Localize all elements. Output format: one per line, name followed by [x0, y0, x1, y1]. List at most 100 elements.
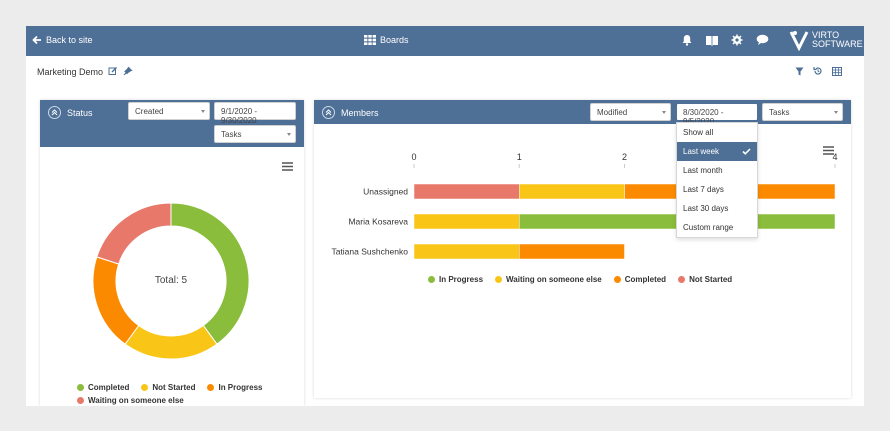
legend-label: In Progress — [218, 383, 263, 392]
donut-total-label: Total: 5 — [154, 275, 188, 286]
category-label: Maria Kosareva — [348, 217, 408, 227]
back-to-site-link[interactable]: Back to site — [32, 35, 93, 45]
app-window: Back to site Boards VIRTO SOFTWARE Mark — [26, 26, 864, 406]
x-tick-label: 0 — [411, 152, 416, 162]
legend-item[interactable]: Completed — [77, 383, 129, 392]
dropdown-option-last-month[interactable]: Last month — [677, 161, 757, 180]
x-tick-label: 2 — [622, 152, 627, 162]
legend-label: Completed — [624, 275, 667, 284]
x-tick-label: 4 — [832, 152, 837, 162]
item-type-select[interactable]: Tasks — [214, 125, 296, 143]
option-label: Last 7 days — [683, 185, 724, 194]
board-header: Marketing Demo — [26, 56, 864, 88]
donut-slice[interactable] — [96, 202, 172, 265]
x-tick-label: 1 — [517, 152, 522, 162]
bar-segment[interactable] — [519, 183, 625, 200]
date-type-select[interactable]: Created — [128, 102, 210, 120]
bar-segment[interactable] — [413, 243, 520, 260]
history-icon[interactable] — [813, 66, 823, 76]
donut-slice[interactable] — [92, 256, 140, 345]
arrow-left-icon — [32, 35, 41, 45]
legend-item[interactable]: Not Started — [141, 383, 195, 392]
legend-item[interactable]: Not Started — [678, 275, 732, 284]
members-panel-header: Members Modified 8/30/2020 - 9/5/2020 Ta… — [314, 100, 851, 126]
board-title: Marketing Demo — [37, 67, 104, 77]
hamburger-icon[interactable] — [282, 162, 293, 173]
hamburger-icon[interactable] — [823, 146, 834, 157]
members-panel-title: Members — [341, 107, 379, 118]
dropdown-option-show-all[interactable]: Show all — [677, 123, 757, 142]
legend-swatch — [141, 384, 149, 391]
chat-icon[interactable] — [755, 33, 769, 47]
bar-segment[interactable] — [413, 183, 520, 200]
date-range-select[interactable]: 9/1/2020 - 9/30/2020 — [214, 102, 296, 125]
date-type-value: Created — [135, 107, 164, 116]
legend-swatch — [428, 276, 435, 283]
date-range-select[interactable]: 8/30/2020 - 9/5/2020 — [676, 103, 758, 126]
boards-button[interactable]: Boards — [364, 35, 409, 45]
edit-icon[interactable] — [108, 66, 118, 76]
option-label: Custom range — [683, 223, 734, 232]
legend-swatch — [77, 397, 84, 404]
legend-swatch — [678, 276, 686, 283]
donut-slice[interactable] — [170, 202, 250, 345]
legend-label: Waiting on someone else — [88, 396, 184, 405]
status-panel-title: Status — [67, 107, 93, 118]
gear-icon[interactable] — [730, 33, 744, 47]
logo-line-2: SOFTWARE — [812, 39, 863, 49]
back-to-site-label: Back to site — [46, 35, 93, 45]
logo-line-1: VIRTO — [812, 30, 840, 40]
status-donut-chart — [92, 202, 250, 360]
filter-icon[interactable] — [794, 66, 804, 76]
legend-label: Not Started — [152, 383, 196, 392]
status-legend: Completed Not Started In Progress Waitin… — [77, 383, 277, 405]
item-type-value: Tasks — [769, 108, 790, 117]
virto-logo: VIRTO SOFTWARE — [789, 29, 863, 51]
legend-item[interactable]: Completed — [613, 275, 667, 284]
option-label: Last month — [683, 166, 723, 175]
option-label: Last week — [683, 147, 720, 156]
members-panel: Members Modified 8/30/2020 - 9/5/2020 Ta… — [314, 100, 851, 398]
date-range-value: 9/1/2020 - 9/30/2020 — [221, 107, 258, 125]
bar-segment[interactable] — [413, 213, 520, 230]
boards-label: Boards — [380, 35, 409, 45]
members-legend: In Progress Waiting on someone else Comp… — [428, 275, 828, 284]
dropdown-option-last-30-days[interactable]: Last 30 days — [677, 199, 757, 218]
checkmark-icon — [742, 148, 751, 155]
option-label: Show all — [683, 128, 714, 137]
legend-item[interactable]: In Progress — [428, 275, 483, 284]
dropdown-option-custom-range[interactable]: Custom range — [677, 218, 757, 237]
grid-icon — [364, 35, 376, 45]
status-panel: Status Created 9/1/2020 - 9/30/2020 Task… — [40, 100, 304, 406]
book-icon[interactable] — [705, 33, 719, 47]
dropdown-option-last-7-days[interactable]: Last 7 days — [677, 180, 757, 199]
legend-label: Completed — [88, 383, 130, 392]
bar-segment[interactable] — [519, 243, 625, 260]
date-range-dropdown: Show all Last week Last month Last 7 day… — [676, 122, 758, 238]
donut-slice[interactable] — [124, 324, 218, 360]
table-icon[interactable] — [832, 66, 842, 76]
legend-label: Not Started — [689, 275, 733, 284]
collapse-icon[interactable] — [322, 106, 335, 119]
legend-swatch — [207, 384, 215, 391]
option-label: Last 30 days — [683, 204, 729, 213]
virto-logo-icon — [789, 31, 809, 51]
pin-icon[interactable] — [123, 66, 133, 76]
legend-swatch — [613, 276, 621, 283]
dropdown-option-last-week[interactable]: Last week — [677, 142, 757, 161]
category-label: Unassigned — [363, 187, 408, 197]
bell-icon[interactable] — [680, 33, 694, 47]
category-label: Tatiana Sushchenko — [331, 247, 408, 257]
legend-item[interactable]: Waiting on someone else — [77, 396, 184, 405]
date-type-select[interactable]: Modified — [590, 103, 671, 121]
legend-item[interactable]: Waiting on someone else — [495, 275, 602, 284]
date-type-value: Modified — [597, 108, 628, 117]
date-range-value: 8/30/2020 - 9/5/2020 — [683, 108, 724, 126]
status-panel-header: Status Created 9/1/2020 - 9/30/2020 Task… — [40, 100, 304, 147]
legend-label: Waiting on someone else — [506, 275, 602, 284]
top-bar: Back to site Boards VIRTO SOFTWARE — [26, 26, 864, 56]
legend-item[interactable]: In Progress — [207, 383, 262, 392]
collapse-icon[interactable] — [48, 106, 61, 119]
item-type-select[interactable]: Tasks — [762, 103, 843, 121]
